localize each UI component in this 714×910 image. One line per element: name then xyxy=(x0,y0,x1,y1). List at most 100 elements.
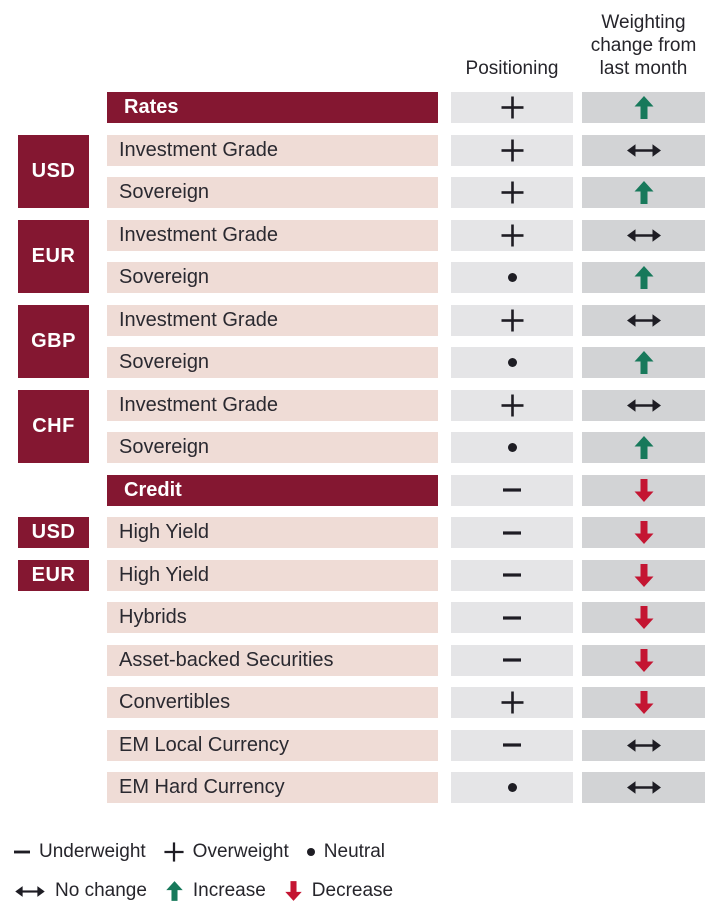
weighting-change-column-header: Weighting change from last month xyxy=(590,12,697,79)
legend-item-decrease: Decrease xyxy=(284,880,393,902)
plus-icon xyxy=(501,691,523,714)
legend-positioning-row: Underweight Overweight Neutral xyxy=(14,839,714,865)
legend-label: Decrease xyxy=(311,880,394,901)
plus-icon xyxy=(501,181,523,204)
legend: Underweight Overweight Neutral No change In… xyxy=(14,839,714,904)
minus-icon xyxy=(503,530,521,535)
neutral-dot-icon xyxy=(306,848,315,856)
positioning-cell xyxy=(451,687,573,718)
positioning-cell xyxy=(451,219,573,251)
positioning-cell xyxy=(451,92,573,123)
currency-badge-gbp-6: GBP xyxy=(18,304,89,378)
weighting-change-cell xyxy=(582,644,705,676)
arrow-left-right-icon xyxy=(626,313,661,327)
arrow-left-right-icon xyxy=(626,738,661,752)
positioning-cell xyxy=(451,559,573,591)
positioning-cell xyxy=(451,432,573,463)
arrow-left-right-icon xyxy=(626,228,661,242)
weighting-change-cell xyxy=(582,559,705,591)
row-label: Hybrids xyxy=(107,602,438,633)
neutral-dot-icon xyxy=(507,783,517,792)
neutral-dot-icon xyxy=(507,443,517,452)
positioning-cell xyxy=(451,304,573,336)
arrow-up-icon xyxy=(634,351,653,374)
legend-label: Overweight xyxy=(192,841,289,862)
positioning-cell xyxy=(451,134,573,166)
arrow-left-right-icon xyxy=(15,885,45,897)
weighting-change-cell xyxy=(582,134,705,166)
positioning-cell xyxy=(451,347,573,378)
weighting-change-cell xyxy=(582,219,705,251)
arrow-up-icon xyxy=(634,436,653,459)
neutral-dot-icon xyxy=(507,358,517,367)
legend-item-no-change: No change xyxy=(14,880,147,902)
weighting-change-cell xyxy=(582,92,705,123)
row-label: Investment Grade xyxy=(107,219,438,251)
column-headers: Positioning Weighting change from last m… xyxy=(18,0,714,92)
arrow-down-icon xyxy=(634,691,653,714)
positioning-column-header: Positioning xyxy=(465,58,559,79)
arrow-up-icon xyxy=(634,96,653,119)
minus-icon xyxy=(503,658,521,662)
positioning-cell xyxy=(451,517,573,548)
row-label: Sovereign xyxy=(107,432,438,463)
legend-item-neutral: Neutral xyxy=(306,841,385,863)
section-header-label: Rates xyxy=(107,92,438,123)
legend-item-underweight: Underweight xyxy=(14,841,146,863)
plus-icon xyxy=(501,224,523,246)
row-label: Asset-backed Securities xyxy=(107,644,438,676)
weighting-change-cell xyxy=(582,729,705,761)
arrow-down-icon xyxy=(634,563,653,587)
weighting-change-cell xyxy=(582,772,705,803)
weighting-change-cell xyxy=(582,347,705,378)
arrow-down-icon xyxy=(285,881,302,901)
section-header-label: Credit xyxy=(107,474,438,506)
weighting-change-cell xyxy=(582,474,705,506)
weighting-change-cell xyxy=(582,517,705,548)
positioning-cell xyxy=(451,474,573,506)
weighting-change-cell xyxy=(582,304,705,336)
row-label: Sovereign xyxy=(107,262,438,293)
plus-icon xyxy=(501,309,523,331)
positioning-cell xyxy=(451,772,573,803)
arrow-down-icon xyxy=(634,648,653,672)
arrow-up-icon xyxy=(634,266,653,289)
positioning-cell xyxy=(451,389,573,421)
weighting-change-cell xyxy=(582,602,705,633)
currency-badge-usd-2: USD xyxy=(18,134,89,208)
plus-icon xyxy=(501,394,523,416)
positioning-cell xyxy=(451,262,573,293)
legend-item-overweight: Overweight xyxy=(164,841,289,863)
arrow-down-icon xyxy=(634,521,653,544)
minus-icon xyxy=(503,615,521,620)
positioning-cell xyxy=(451,177,573,208)
row-label: EM Hard Currency xyxy=(107,772,438,803)
minus-icon xyxy=(503,488,521,492)
row-label: Investment Grade xyxy=(107,389,438,421)
currency-badge-usd-11: USD xyxy=(18,517,89,548)
minus-icon xyxy=(503,743,521,747)
plus-icon xyxy=(501,139,523,161)
legend-label: Underweight xyxy=(39,841,146,862)
currency-badge-chf-8: CHF xyxy=(18,389,89,463)
row-label: Sovereign xyxy=(107,347,438,378)
row-label: Investment Grade xyxy=(107,134,438,166)
row-label: EM Local Currency xyxy=(107,729,438,761)
legend-label: No change xyxy=(55,880,147,901)
arrow-left-right-icon xyxy=(626,143,661,157)
arrow-up-icon xyxy=(166,881,183,901)
plus-icon xyxy=(501,96,523,119)
currency-badge-eur-12: EUR xyxy=(18,559,89,591)
arrow-left-right-icon xyxy=(626,398,661,412)
arrow-left-right-icon xyxy=(626,781,661,794)
positioning-table: Rates USD Investment Grade Sovereign EUR Inve… xyxy=(18,92,714,803)
legend-change-row: No change Increase Decrease xyxy=(14,878,714,904)
plus-icon xyxy=(164,842,184,862)
row-label: High Yield xyxy=(107,559,438,591)
row-label: Convertibles xyxy=(107,687,438,718)
minus-icon xyxy=(503,573,521,577)
currency-badge-eur-4: EUR xyxy=(18,219,89,293)
weighting-change-cell xyxy=(582,432,705,463)
row-label: Sovereign xyxy=(107,177,438,208)
